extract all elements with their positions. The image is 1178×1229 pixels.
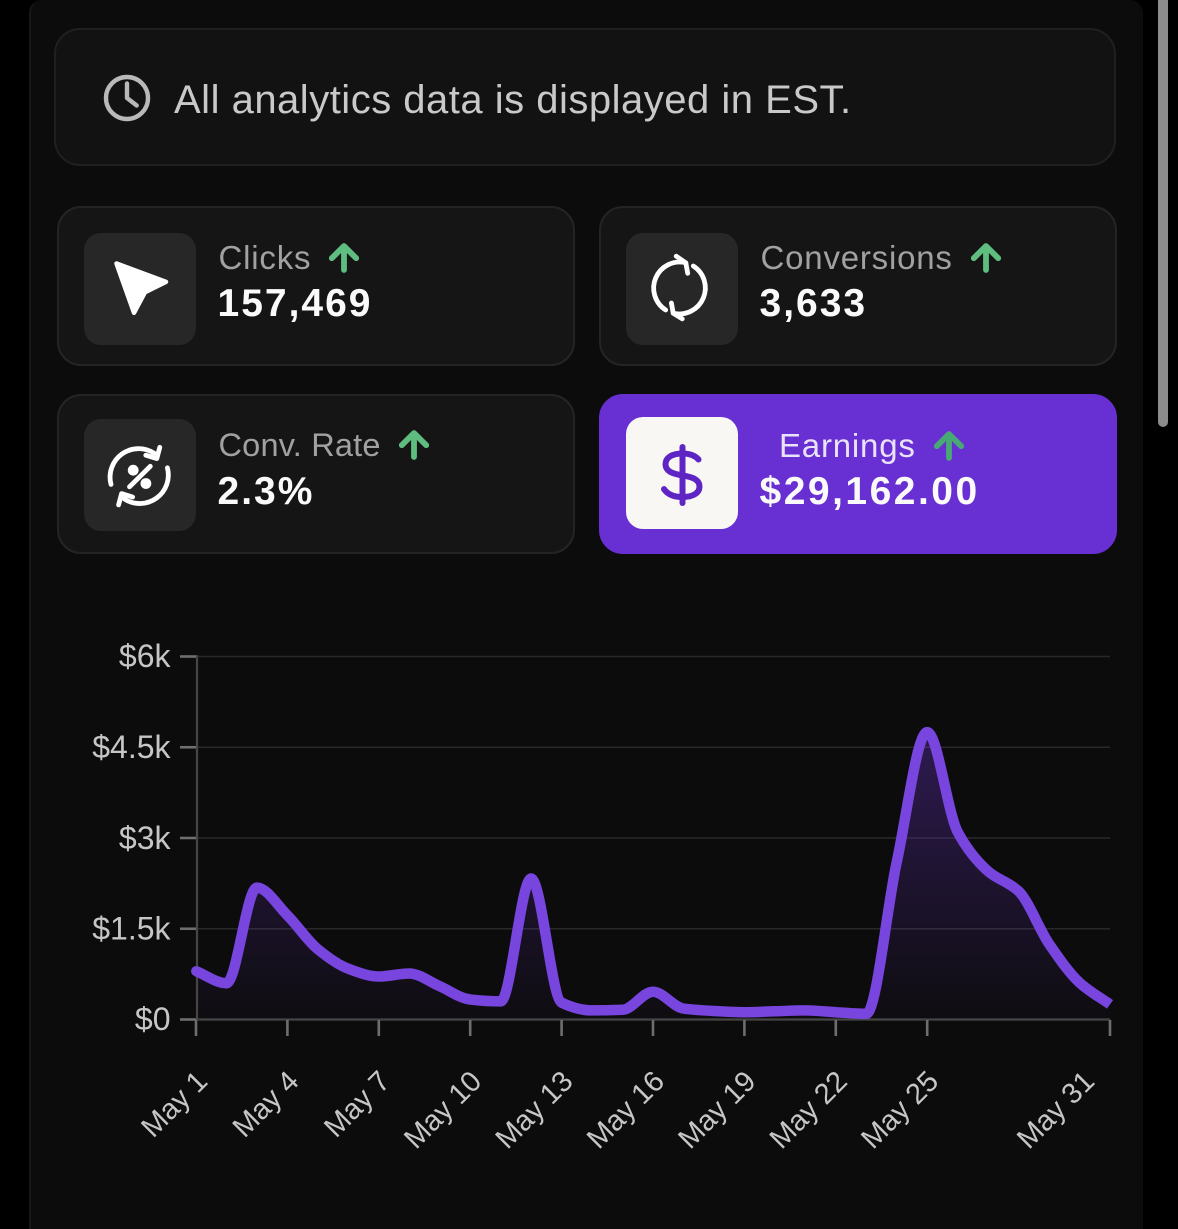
svg-text:May 19: May 19: [672, 1065, 762, 1155]
svg-text:May 10: May 10: [398, 1065, 488, 1155]
svg-text:May 13: May 13: [490, 1065, 580, 1155]
svg-text:$0: $0: [135, 1001, 171, 1037]
svg-text:May 7: May 7: [318, 1065, 396, 1143]
svg-text:May 22: May 22: [764, 1065, 854, 1155]
svg-text:May 25: May 25: [855, 1065, 945, 1155]
svg-text:$6k: $6k: [119, 638, 172, 674]
svg-text:$4.5k: $4.5k: [92, 729, 171, 765]
svg-text:May 4: May 4: [227, 1065, 305, 1143]
svg-text:May 31: May 31: [1011, 1065, 1101, 1155]
svg-text:May 16: May 16: [581, 1065, 671, 1155]
svg-text:$1.5k: $1.5k: [92, 911, 171, 947]
svg-text:May 1: May 1: [135, 1065, 213, 1143]
svg-text:$3k: $3k: [119, 820, 172, 856]
